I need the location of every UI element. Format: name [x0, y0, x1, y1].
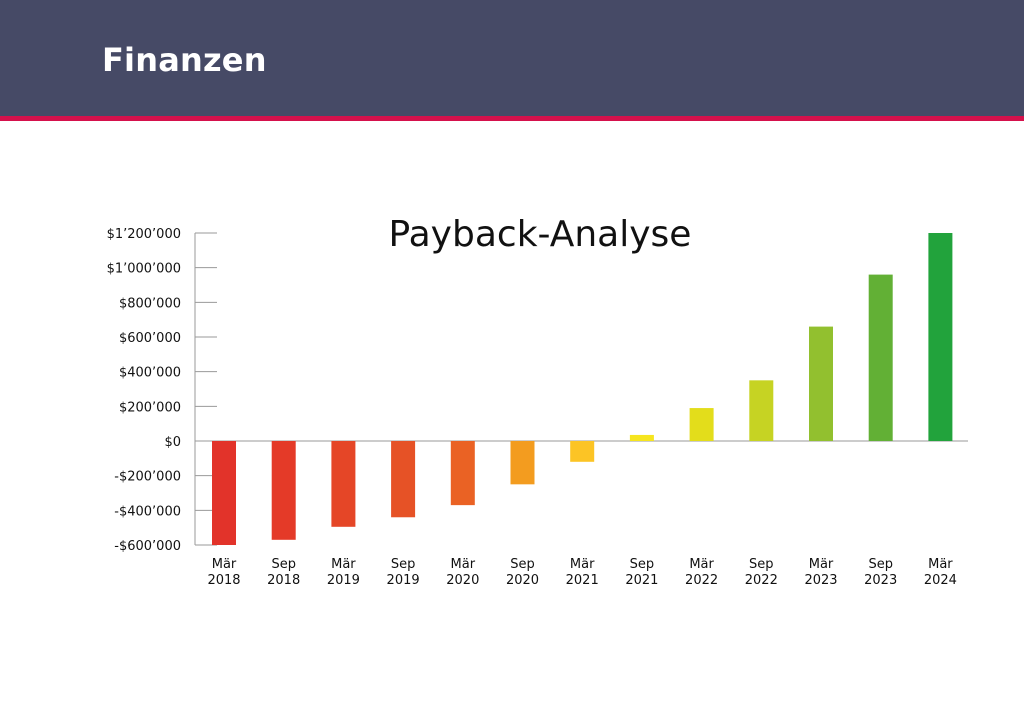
header-accent-line — [0, 116, 1024, 121]
header-bar — [0, 0, 1024, 116]
page-title: Finanzen — [102, 41, 267, 79]
y-tick-label: $1’000’000 — [107, 262, 181, 277]
bar — [570, 441, 595, 462]
bar — [928, 233, 953, 441]
x-tick-label-month: Sep — [271, 557, 296, 572]
y-tick-label: $800’000 — [119, 296, 181, 311]
bar — [212, 441, 236, 545]
y-tick-label: -$600’000 — [114, 539, 181, 554]
x-tick-label-month: Sep — [868, 557, 893, 572]
x-tick-label-month: Sep — [510, 557, 535, 572]
y-tick-label: $200’000 — [119, 400, 181, 415]
bar — [271, 441, 296, 540]
bar — [689, 408, 714, 441]
bar — [629, 434, 654, 441]
y-tick-label: -$400’000 — [114, 504, 181, 519]
x-tick-label-year: 2023 — [804, 573, 837, 588]
x-labels-group: Mär2018Sep2018Mär2019Sep2019Mär2020Sep20… — [207, 557, 956, 588]
bar — [749, 380, 774, 441]
x-tick-label-month: Sep — [391, 557, 416, 572]
x-tick-label-year: 2019 — [387, 573, 420, 588]
x-tick-label-month: Mär — [212, 557, 237, 572]
x-tick-label-month: Mär — [331, 557, 356, 572]
x-tick-label-month: Mär — [928, 557, 953, 572]
y-tick-label: -$200’000 — [114, 470, 181, 485]
y-tick-label: $600’000 — [119, 331, 181, 346]
bar — [868, 274, 893, 441]
x-tick-label-year: 2024 — [924, 573, 957, 588]
y-axis: $1’200’000 $1’000’000 $800’000 $600’000 $400… — [107, 227, 968, 554]
x-tick-label-month: Sep — [749, 557, 774, 572]
x-tick-label-year: 2018 — [207, 573, 240, 588]
x-tick-label-month: Sep — [630, 557, 655, 572]
x-tick-label-month: Mär — [809, 557, 834, 572]
x-tick-label-year: 2022 — [685, 573, 718, 588]
x-tick-label-year: 2023 — [864, 573, 897, 588]
x-tick-label-year: 2020 — [506, 573, 539, 588]
x-tick-label-year: 2022 — [745, 573, 778, 588]
y-tick-label: $1’200’000 — [107, 227, 181, 242]
bar — [391, 441, 416, 518]
bar — [809, 326, 833, 441]
x-tick-label-year: 2021 — [566, 573, 599, 588]
x-tick-label-year: 2018 — [267, 573, 300, 588]
x-tick-label-month: Mär — [570, 557, 595, 572]
bar — [331, 441, 356, 527]
x-tick-label-year: 2021 — [625, 573, 658, 588]
x-tick-label-year: 2019 — [327, 573, 360, 588]
bar — [510, 441, 535, 485]
y-tick-label: $400’000 — [119, 366, 181, 381]
chart-title: Payback-Analyse — [389, 214, 692, 255]
x-tick-label-month: Mär — [451, 557, 476, 572]
bar — [450, 441, 475, 506]
bars-group — [212, 233, 953, 545]
x-tick-label-year: 2020 — [446, 573, 479, 588]
y-tick-label: $0 — [164, 435, 181, 450]
x-tick-label-month: Mär — [689, 557, 714, 572]
